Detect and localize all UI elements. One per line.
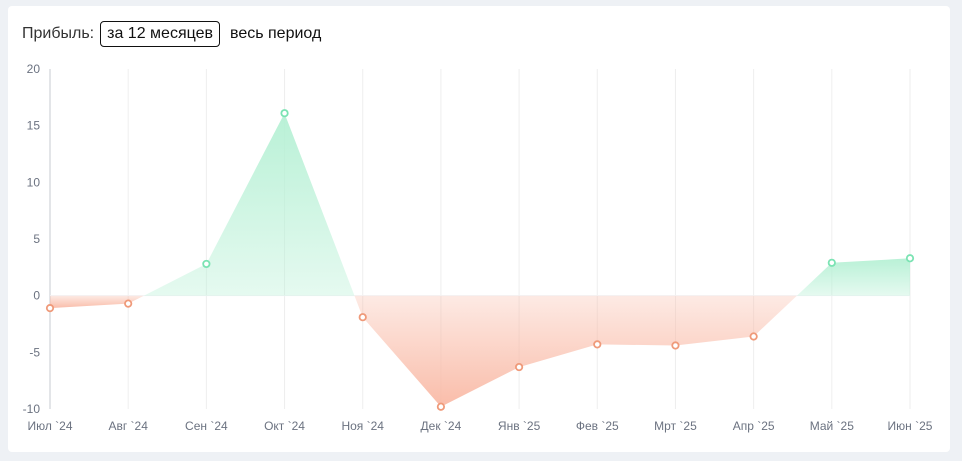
y-tick-label: -10 bbox=[23, 402, 41, 416]
data-point-4 bbox=[358, 313, 367, 322]
chart-title: Прибыль: bbox=[22, 25, 95, 42]
period-all-time-button[interactable]: весь период bbox=[226, 21, 329, 47]
x-tick-label: Июл `24 bbox=[27, 419, 72, 433]
x-tick-label: Сен `24 bbox=[185, 419, 228, 433]
x-tick-label: Фев `25 bbox=[576, 419, 619, 433]
profit-chart-card: -10 -5 0 5 10 15 20 Июл `24 Авг `24 Сен `24 Окт `2… bbox=[8, 6, 950, 452]
x-tick-label: Мрт `25 bbox=[654, 419, 697, 433]
data-point-6 bbox=[514, 362, 524, 372]
chart-header: Прибыль: за 12 месяцев весь период bbox=[22, 21, 329, 47]
y-tick-label: 15 bbox=[27, 119, 41, 133]
data-point-10 bbox=[827, 258, 836, 267]
data-point-0 bbox=[45, 304, 55, 313]
x-tick-label: Май `25 bbox=[810, 419, 855, 433]
positive-area-3 bbox=[796, 258, 910, 296]
data-point-3 bbox=[280, 109, 289, 118]
data-point-5 bbox=[436, 402, 446, 411]
data-point-8 bbox=[671, 341, 680, 350]
profit-chart: -10 -5 0 5 10 15 20 Июл `24 Авг `24 Сен `24 Окт `2… bbox=[23, 62, 933, 433]
data-point-9 bbox=[749, 332, 758, 341]
negative-area-0 bbox=[50, 295, 144, 309]
x-tick-label: Авг `24 bbox=[108, 419, 148, 433]
negative-area-2 bbox=[354, 295, 797, 407]
x-tick-label: Апр `25 bbox=[733, 419, 775, 433]
x-tick-label: Ноя `24 bbox=[341, 419, 384, 433]
x-tick-label: Янв `25 bbox=[498, 419, 541, 433]
x-tick-label: Июн `25 bbox=[888, 419, 933, 433]
data-point-2 bbox=[202, 259, 211, 269]
y-tick-label: 10 bbox=[27, 175, 41, 189]
data-point-7 bbox=[593, 340, 602, 349]
y-tick-label: 0 bbox=[33, 289, 40, 303]
data-point-11 bbox=[905, 254, 915, 263]
x-tick-label: Дек `24 bbox=[421, 419, 462, 433]
x-tick-label: Окт `24 bbox=[264, 419, 305, 433]
y-tick-label: -5 bbox=[29, 345, 40, 359]
y-tick-label: 5 bbox=[33, 232, 40, 246]
y-tick-label: 20 bbox=[27, 62, 41, 76]
period-12-months-button[interactable]: за 12 месяцев bbox=[100, 21, 220, 47]
data-point-1 bbox=[124, 299, 133, 308]
positive-area-1 bbox=[143, 113, 355, 296]
